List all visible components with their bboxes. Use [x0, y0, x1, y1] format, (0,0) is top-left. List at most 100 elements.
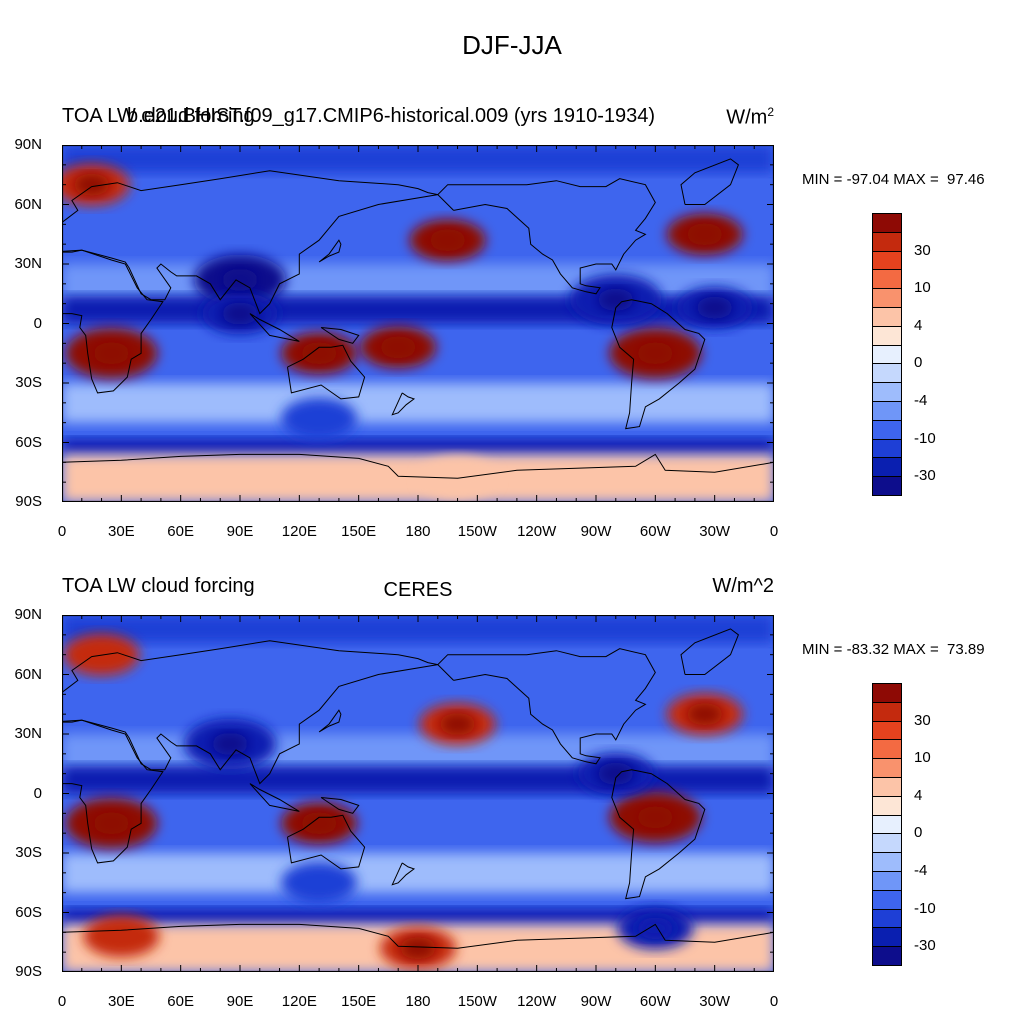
colorbar-cell — [872, 852, 902, 872]
lon-tick-label: 0 — [769, 523, 779, 540]
lat-tick-label: 90S — [15, 963, 42, 980]
field-core — [696, 296, 733, 319]
field-core — [439, 713, 476, 736]
coastline — [62, 923, 774, 949]
colorbar-cell — [872, 457, 902, 478]
colorbar-cell — [872, 758, 902, 778]
lon-tick-label: 30E — [107, 993, 135, 1010]
panel-case-title: b.e21.BHIST.f09_g17.CMIP6-historical.009… — [127, 105, 656, 127]
colorbar-cell — [872, 438, 902, 459]
lon-tick-label: 0 — [769, 993, 779, 1010]
lon-tick-label: 90E — [226, 993, 254, 1010]
colorbar-cell — [872, 871, 902, 891]
field-blob — [281, 397, 358, 440]
lat-tick-label: 30S — [15, 844, 42, 861]
colorbar — [872, 213, 902, 496]
lat-tick-label: 60N — [14, 195, 42, 213]
colorbar-cell — [872, 419, 902, 440]
colorbar-cell — [872, 476, 902, 496]
ceres-panel: TOA LW cloud forcing CERES W/m^2 MIN = -… — [0, 575, 1024, 1015]
coastline — [287, 344, 366, 400]
colorbar-cell — [872, 683, 902, 703]
lon-tick-label: 120E — [281, 523, 317, 540]
colorbar-cell — [872, 889, 902, 910]
field-core — [597, 762, 634, 785]
colorbar-cell — [872, 720, 902, 741]
field-band — [62, 765, 774, 794]
lon-tick-label: 120E — [281, 993, 317, 1010]
lon-tick-label: 0 — [57, 523, 67, 540]
lon-tick-label: 0 — [57, 993, 67, 1010]
colorbar-cell — [872, 814, 902, 835]
lon-tick-label: 120W — [517, 993, 557, 1010]
field-band — [62, 383, 774, 423]
map-plot — [62, 615, 774, 972]
colorbar-cell — [872, 777, 902, 797]
field-band — [62, 438, 774, 455]
colorbar-label: 30 — [914, 711, 931, 729]
field-band — [62, 454, 774, 502]
map-svg — [62, 615, 774, 972]
lon-tick-label: 30W — [699, 993, 731, 1010]
lat-tick-label: 0 — [33, 784, 42, 802]
colorbar-label: 0 — [914, 354, 923, 372]
lon-tick-label: 60W — [639, 993, 671, 1010]
colorbar-cell — [872, 795, 902, 816]
coastline — [287, 814, 366, 870]
field-band — [62, 853, 774, 893]
field-core — [93, 342, 130, 365]
field-core — [686, 703, 723, 726]
field-band — [62, 295, 774, 324]
colorbar-cell — [872, 927, 902, 948]
colorbar-cell — [872, 213, 902, 233]
lat-tick-label: 90N — [14, 136, 42, 153]
field-core — [637, 806, 674, 829]
field-core — [212, 732, 249, 755]
field-core — [597, 288, 634, 311]
field-layer — [62, 615, 774, 972]
lon-tick-label: 60E — [167, 523, 195, 540]
colorbar-label: -10 — [914, 429, 936, 447]
tick-marks — [62, 145, 774, 502]
colorbar-cell — [872, 231, 902, 252]
tick-marks — [62, 615, 774, 972]
field-core — [380, 336, 417, 359]
lon-tick-label: 90E — [226, 523, 254, 540]
colorbar-label: 4 — [914, 786, 923, 804]
lat-tick-label: 0 — [33, 314, 42, 332]
coastline — [62, 249, 164, 394]
coastline — [391, 862, 416, 886]
panel-minmax: MIN = -97.04 MAX = 97.46 — [802, 171, 985, 188]
colorbar-label: -4 — [914, 862, 928, 879]
colorbar-cell — [872, 307, 902, 327]
field-core — [637, 342, 674, 365]
colorbar-cell — [872, 946, 902, 966]
lat-tick-label: 30S — [15, 374, 42, 391]
coastline — [320, 327, 360, 344]
lon-tick-label: 90W — [580, 993, 612, 1010]
field-core — [637, 917, 674, 940]
colorbar-label: -4 — [914, 392, 928, 409]
panel-units: W/m2 — [726, 105, 774, 129]
panel-minmax: MIN = -83.32 MAX = 73.89 — [802, 641, 985, 658]
lon-tick-label: 60E — [167, 993, 195, 1010]
lon-tick-label: 120W — [517, 523, 557, 540]
coastline — [611, 769, 706, 900]
map-svg — [62, 145, 774, 502]
field-core — [93, 812, 130, 835]
model-panel: TOA LW cloud forcing b.e21.BHIST.f09_g17… — [0, 105, 1024, 545]
field-blob — [83, 915, 160, 958]
coastline — [391, 392, 416, 416]
colorbar-cell — [872, 250, 902, 271]
coastline — [62, 170, 438, 315]
field-core — [222, 268, 258, 291]
coastline — [680, 628, 740, 675]
field-core — [222, 302, 258, 325]
colorbar-label: -10 — [914, 899, 936, 917]
colorbar-label: 0 — [914, 824, 923, 842]
lon-tick-label: 30W — [699, 523, 731, 540]
lon-tick-label: 180 — [405, 523, 431, 540]
lon-tick-label: 60W — [639, 523, 671, 540]
colorbar-label: 10 — [914, 279, 931, 297]
panel-center-title: CERES — [383, 579, 453, 601]
